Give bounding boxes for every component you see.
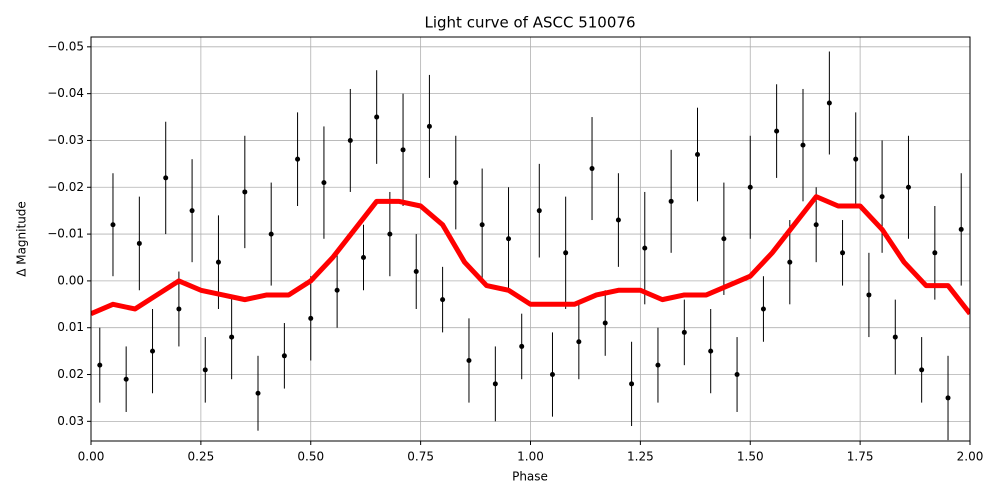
data-point [655, 362, 661, 368]
y-tick-label: −0.03 [47, 133, 84, 147]
data-point [492, 381, 498, 387]
x-tick-label: 0.75 [407, 450, 434, 464]
data-point [958, 226, 964, 232]
data-point [708, 348, 714, 354]
data-point [774, 128, 780, 134]
data-point [453, 180, 459, 186]
data-point [576, 339, 582, 345]
data-point [800, 142, 806, 148]
data-point [426, 123, 432, 129]
data-point [668, 198, 674, 204]
data-point [110, 222, 116, 228]
y-tick-label: −0.01 [47, 227, 84, 241]
data-point [229, 334, 235, 340]
data-point [321, 180, 327, 186]
data-point [721, 236, 727, 242]
data-point [615, 217, 621, 223]
data-point [734, 372, 740, 378]
axes: 0.00 0.25 0.50 0.75 1.00 1.25 1.50 1.75 2.00 −0.0… [47, 39, 983, 463]
grid [90, 37, 971, 441]
plot-area [91, 51, 970, 441]
data-point [642, 245, 648, 251]
data-point [932, 250, 938, 256]
data-point [840, 250, 846, 256]
data-point [506, 236, 512, 242]
data-point [681, 329, 687, 335]
data-point [695, 152, 701, 158]
data-point [163, 175, 169, 181]
y-tick-label: 0.00 [57, 273, 84, 287]
data-point [629, 381, 635, 387]
data-point [945, 395, 951, 401]
x-tick-label: 1.25 [627, 450, 654, 464]
data-point [215, 259, 221, 265]
data-point [549, 372, 555, 378]
x-tick-label: 2.00 [957, 450, 984, 464]
y-tick-label: 0.02 [57, 367, 84, 381]
data-point [905, 184, 911, 190]
x-tick-label: 1.75 [847, 450, 874, 464]
x-tick-label: 1.50 [737, 450, 764, 464]
data-point [813, 222, 819, 228]
data-point [519, 343, 525, 349]
y-tick-label: 0.03 [57, 414, 84, 428]
y-tick-label: −0.05 [47, 39, 84, 53]
data-point [255, 390, 261, 396]
data-point [747, 184, 753, 190]
data-point [479, 222, 485, 228]
data-point [334, 287, 340, 293]
y-tick-label: −0.02 [47, 180, 84, 194]
y-tick-label: 0.01 [57, 320, 84, 334]
data-point [150, 348, 156, 354]
x-tick-label: 0.25 [188, 450, 215, 464]
data-point [466, 357, 472, 363]
data-point [268, 231, 274, 237]
data-point [826, 100, 832, 106]
data-point [374, 114, 380, 120]
x-tick-label: 1.00 [517, 450, 544, 464]
x-tick-label: 0.50 [297, 450, 324, 464]
data-point [136, 240, 142, 246]
data-point [97, 362, 103, 368]
data-point [919, 367, 925, 373]
data-point [787, 259, 793, 265]
data-point [853, 156, 859, 162]
data-point [295, 156, 301, 162]
data-point [892, 334, 898, 340]
x-axis-label: Phase [512, 470, 548, 484]
data-point [281, 353, 287, 359]
data-point [602, 320, 608, 326]
y-tick-label: −0.04 [47, 86, 84, 100]
data-point [536, 208, 542, 214]
x-tick-label: 0.00 [78, 450, 105, 464]
data-point [400, 147, 406, 153]
data-point [176, 306, 182, 312]
data-point [347, 137, 353, 143]
data-point [413, 269, 419, 275]
data-point [387, 231, 393, 237]
data-point [563, 250, 569, 256]
data-point [879, 194, 885, 200]
chart-title: Light curve of ASCC 510076 [425, 14, 636, 32]
data-point [202, 367, 208, 373]
data-point [760, 306, 766, 312]
data-point [589, 166, 595, 172]
data-point [308, 315, 314, 321]
data-point [440, 297, 446, 303]
data-point [189, 208, 195, 214]
data-point [242, 189, 248, 195]
data-point [360, 254, 366, 260]
smoothed-curve [91, 194, 970, 316]
y-axis-label: Δ Magnitude [15, 201, 29, 277]
data-point [866, 292, 872, 298]
data-point [123, 376, 129, 382]
